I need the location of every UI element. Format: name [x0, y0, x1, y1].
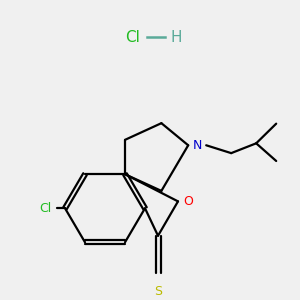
Text: Cl: Cl — [39, 202, 51, 215]
Text: N: N — [193, 139, 203, 152]
Text: O: O — [183, 195, 193, 208]
Text: H: H — [170, 30, 182, 45]
Text: Cl: Cl — [125, 30, 140, 45]
Text: S: S — [154, 285, 162, 298]
